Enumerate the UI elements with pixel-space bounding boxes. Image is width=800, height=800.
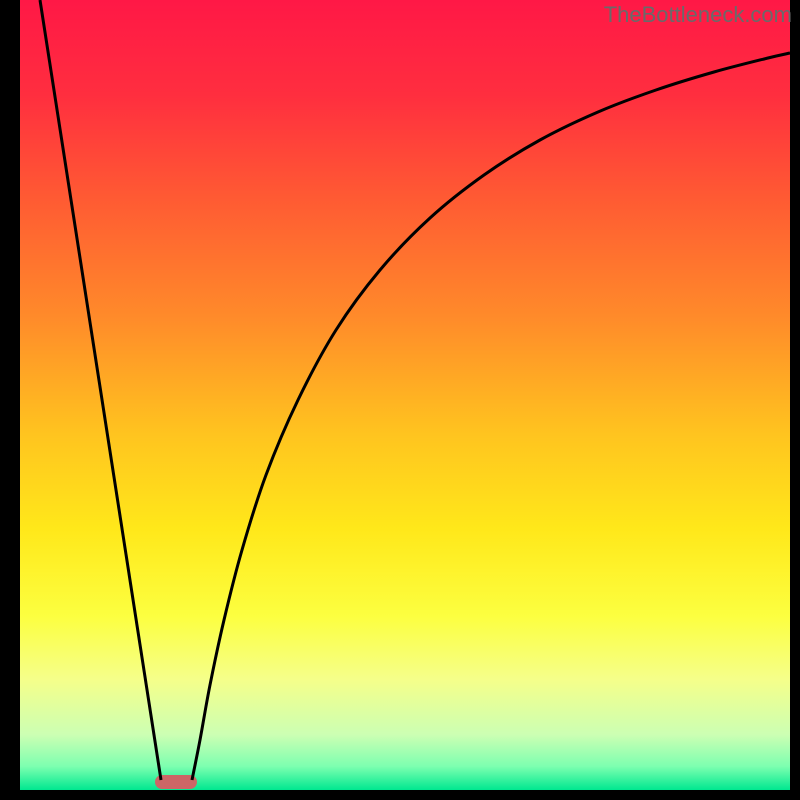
gradient-background: [20, 0, 790, 790]
border-right: [790, 0, 800, 800]
bottleneck-curve-chart: [0, 0, 800, 800]
border-bottom: [0, 790, 800, 800]
border-left: [0, 0, 20, 800]
chart-container: TheBottleneck.com: [0, 0, 800, 800]
watermark-text: TheBottleneck.com: [604, 2, 792, 28]
